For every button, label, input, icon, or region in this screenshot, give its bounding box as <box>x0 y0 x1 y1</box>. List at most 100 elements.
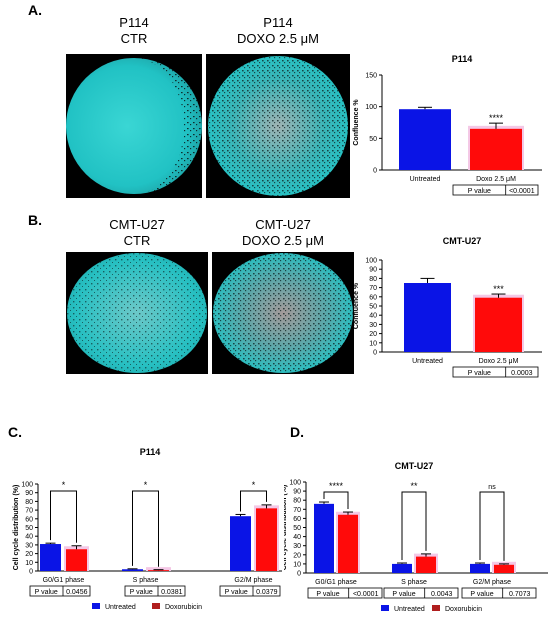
y-tick-label: 70 <box>25 508 33 515</box>
pvalue-label: P value <box>392 591 415 598</box>
y-tick-label: 0 <box>373 350 377 357</box>
panel-letter-b: B. <box>28 212 42 228</box>
caption-line2: CTR <box>120 31 148 46</box>
bar-doxorubicin <box>148 570 169 571</box>
y-tick-label: 50 <box>25 525 33 532</box>
pvalue-label: P value <box>316 591 339 598</box>
significance-bracket <box>323 491 349 510</box>
significance-bracket <box>50 490 77 543</box>
significance-bracket <box>132 490 159 567</box>
y-tick-label: 80 <box>25 499 33 506</box>
significance-marker: **** <box>489 113 504 123</box>
significance-marker: * <box>144 480 148 490</box>
y-axis-label: Confluence % <box>353 282 360 329</box>
y-tick-label: 100 <box>21 482 33 489</box>
bar-doxo-2-5-m <box>470 128 522 170</box>
caption-line2: CTR <box>123 233 151 248</box>
significance-marker: *** <box>493 284 504 294</box>
significance-marker: ** <box>410 481 418 491</box>
y-tick-label: 150 <box>365 73 377 80</box>
well-image-p114-ctr <box>66 54 202 198</box>
chart-title: CMT-U27 <box>443 236 482 246</box>
caption-line1: P114 <box>119 15 149 30</box>
pvalue-table <box>461 587 537 599</box>
y-tick-label: 100 <box>365 104 377 111</box>
panel-letter-a: A. <box>28 2 42 18</box>
pvalue-table <box>29 585 91 597</box>
well-image-cmt-doxo <box>212 252 354 374</box>
pvalue-value: 0.0379 <box>256 589 278 596</box>
y-tick-label: 40 <box>369 313 377 320</box>
pvalue-label: P value <box>130 589 153 596</box>
y-tick-label: 100 <box>289 480 301 487</box>
x-tick-label: G0/G1 phase <box>43 577 85 584</box>
pvalue-label: P value <box>225 589 248 596</box>
y-tick-label: 10 <box>369 340 377 347</box>
y-tick-label: 70 <box>369 285 377 292</box>
pvalue-table <box>307 587 383 599</box>
well-image-cmt-ctr <box>66 252 208 374</box>
pvalue-table <box>383 587 459 599</box>
legend-swatch-doxorubicin <box>432 605 440 611</box>
pvalue-label: P value <box>35 589 58 596</box>
bar-doxorubicin <box>494 564 514 573</box>
y-tick-label: 0 <box>297 571 301 578</box>
bar-untreated <box>230 516 251 571</box>
y-tick-label: 30 <box>25 542 33 549</box>
y-tick-label: 100 <box>365 258 377 265</box>
y-tick-label: 60 <box>369 294 377 301</box>
caption-line1: CMT-U27 <box>109 217 165 232</box>
well-image-svg <box>208 56 348 196</box>
y-tick-label: 40 <box>293 534 301 541</box>
bar-untreated <box>122 569 143 571</box>
bar-halo <box>146 567 171 571</box>
pvalue-table <box>452 366 539 378</box>
chart-a-confluence: P114 0 50 100 150 Confluence % Untreated Doxo 2… <box>353 54 542 196</box>
y-tick-label: 0 <box>373 168 377 175</box>
pvalue-table <box>452 184 539 196</box>
pvalue-value: <0.0001 <box>509 188 535 195</box>
x-tick-label: S phase <box>401 579 427 586</box>
x-tick-label: S phase <box>133 577 159 584</box>
y-tick-label: 20 <box>369 331 377 338</box>
bar-doxorubicin <box>338 514 358 573</box>
y-tick-label: 40 <box>25 534 33 541</box>
legend-swatch-untreated <box>92 603 100 609</box>
caption-line1: CMT-U27 <box>255 217 311 232</box>
legend-label: Doxorubicin <box>165 604 202 611</box>
legend-swatch-untreated <box>381 605 389 611</box>
chart-title: P114 <box>452 54 473 64</box>
x-tick-label: G2/M phase <box>473 579 511 586</box>
significance-marker: * <box>252 480 256 490</box>
well-image-p114-doxo <box>206 54 350 198</box>
x-tick-label: Untreated <box>412 358 443 365</box>
y-tick-label: 10 <box>293 561 301 568</box>
pvalue-value: 0.7073 <box>509 591 531 598</box>
legend-label: Untreated <box>394 606 425 613</box>
y-tick-label: 80 <box>369 276 377 283</box>
bar-untreated <box>399 109 451 170</box>
image-caption-b-right: CMT-U27 DOXO 2.5 μM <box>212 217 354 249</box>
y-tick-label: 10 <box>25 560 33 567</box>
x-tick-label: Untreated <box>410 176 441 183</box>
bar-doxorubicin <box>66 549 87 571</box>
bar-doxo-2-5-m <box>475 297 522 352</box>
well-image-svg <box>213 253 353 373</box>
significance-marker: **** <box>329 481 344 491</box>
y-tick-label: 90 <box>293 489 301 496</box>
panel-letter-c: C. <box>8 424 22 440</box>
significance-bracket <box>479 491 505 561</box>
well-image-svg <box>66 58 202 194</box>
pvalue-label: P value <box>470 591 493 598</box>
bar-untreated <box>40 544 61 571</box>
image-caption-a-left: P114 CTR <box>66 15 202 47</box>
x-tick-label: Doxo 2.5 μM <box>476 176 516 183</box>
y-tick-label: 90 <box>25 490 33 497</box>
significance-marker: ns <box>488 484 496 491</box>
pvalue-table <box>124 585 186 597</box>
legend-label: Doxorubicin <box>445 606 482 613</box>
bar-untreated <box>470 563 490 573</box>
y-tick-label: 60 <box>25 516 33 523</box>
bar-untreated <box>404 283 451 352</box>
